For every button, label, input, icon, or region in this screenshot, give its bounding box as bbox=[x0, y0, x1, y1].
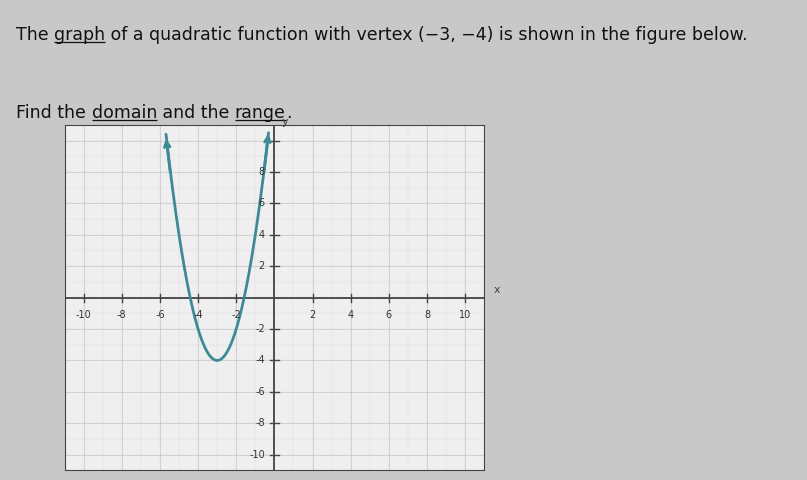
Text: -8: -8 bbox=[255, 418, 265, 428]
Text: 8: 8 bbox=[424, 310, 430, 320]
Text: 4: 4 bbox=[259, 230, 265, 240]
Text: -10: -10 bbox=[249, 450, 265, 460]
Text: y: y bbox=[282, 117, 289, 127]
Text: -2: -2 bbox=[232, 310, 241, 320]
Text: 6: 6 bbox=[386, 310, 392, 320]
Text: 10: 10 bbox=[459, 310, 471, 320]
Text: -4: -4 bbox=[255, 355, 265, 365]
Text: Find the: Find the bbox=[16, 104, 91, 122]
Text: -8: -8 bbox=[117, 310, 127, 320]
Text: -4: -4 bbox=[193, 310, 203, 320]
Text: range: range bbox=[235, 104, 286, 122]
Text: and the: and the bbox=[157, 104, 235, 122]
Text: domain: domain bbox=[91, 104, 157, 122]
Text: 2: 2 bbox=[309, 310, 316, 320]
Text: -6: -6 bbox=[155, 310, 165, 320]
Text: -10: -10 bbox=[76, 310, 91, 320]
Text: The: The bbox=[16, 26, 54, 44]
Text: -2: -2 bbox=[255, 324, 265, 334]
Text: 2: 2 bbox=[258, 261, 265, 271]
Text: 4: 4 bbox=[348, 310, 353, 320]
Text: 6: 6 bbox=[259, 198, 265, 208]
Text: of a quadratic function with vertex (−3, −4) is shown in the figure below.: of a quadratic function with vertex (−3,… bbox=[106, 26, 748, 44]
Text: .: . bbox=[286, 104, 291, 122]
Text: 8: 8 bbox=[259, 167, 265, 177]
Text: -6: -6 bbox=[255, 387, 265, 397]
Text: x: x bbox=[494, 285, 500, 295]
Text: graph: graph bbox=[54, 26, 106, 44]
